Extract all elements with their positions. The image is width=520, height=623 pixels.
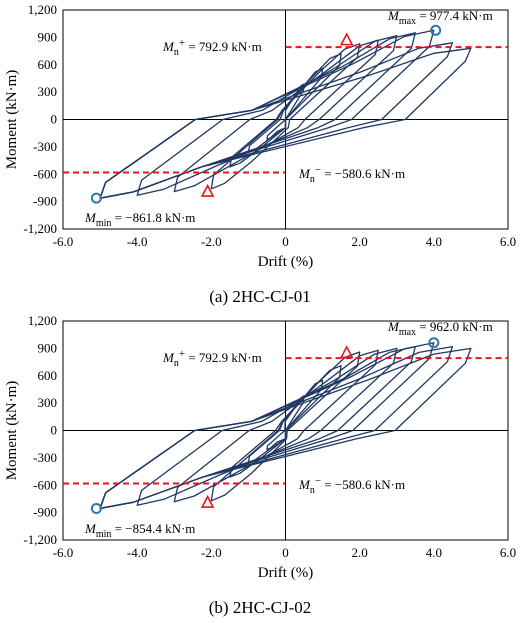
hysteresis-chart-b: -6.0 -4.0 -2.0 0 2.0 4.0 6.0 1,200 900 600 300 0 -30… — [4, 313, 516, 581]
yield-marker-positive — [339, 32, 354, 46]
hysteresis-loop — [210, 43, 361, 190]
max-moment-marker — [430, 24, 442, 36]
hysteresis-chart-a: -6.0 -4.0 -2.0 0 2.0 4.0 6.0 1,200 900 600 300 0 -30… — [4, 2, 516, 270]
mmax-label: Mmax = 962.0 kN·m — [387, 319, 493, 338]
y-tick-label: -900 — [33, 505, 57, 520]
hysteresis-loop — [136, 347, 398, 506]
hysteresis-loop — [210, 351, 361, 502]
x-tick-label: 4.0 — [426, 234, 442, 249]
mmax-label: Mmax = 977.4 kN·m — [387, 8, 493, 27]
hysteresis-loop — [136, 34, 398, 196]
x-tick-label: 0 — [282, 545, 289, 560]
mmin-label: Mmin = −861.8 kN·m — [84, 210, 195, 229]
mmin-label: Mmin = −854.4 kN·m — [84, 521, 195, 540]
max-moment-marker — [428, 337, 440, 349]
y-tick-label: 300 — [38, 84, 58, 99]
x-tick-label: -6.0 — [53, 234, 74, 249]
hysteresis-loop — [173, 39, 379, 193]
hysteresis-loop — [173, 349, 379, 503]
x-tick-label: -4.0 — [127, 545, 148, 560]
min-moment-marker — [90, 192, 102, 204]
x-tick-label: 4.0 — [426, 545, 442, 560]
chart-panel-a: -6.0 -4.0 -2.0 0 2.0 4.0 6.0 1,200 900 600 300 0 -30… — [0, 0, 520, 311]
x-tick-label: -2.0 — [201, 234, 222, 249]
mn-positive-label: Mn+ = 792.9 kN·m — [162, 348, 262, 369]
x-tick-label: -4.0 — [127, 234, 148, 249]
y-tick-label: 1,200 — [28, 313, 57, 328]
x-tick-label: 6.0 — [500, 234, 516, 249]
chart-caption-a: (a) 2HC-CJ-01 — [209, 287, 311, 306]
y-tick-label: -300 — [33, 450, 57, 465]
x-tick-label: 2.0 — [352, 234, 368, 249]
y-tick-label: 0 — [51, 423, 58, 438]
x-axis-label: Drift (%) — [258, 565, 313, 581]
y-axis-label: Moment (kN·m) — [4, 381, 20, 481]
x-tick-label: 6.0 — [500, 545, 516, 560]
mn-negative-label: Mn− = −580.6 kN·m — [298, 164, 405, 185]
y-axis-label: Moment (kN·m) — [4, 70, 20, 170]
y-tick-label: -600 — [33, 166, 57, 181]
x-tick-label: -2.0 — [201, 545, 222, 560]
y-tick-label: 900 — [38, 29, 58, 44]
chart-caption-b: (b) 2HC-CJ-02 — [208, 598, 312, 617]
y-tick-label: -600 — [33, 477, 57, 492]
y-tick-label: 600 — [38, 57, 58, 72]
y-tick-label: -300 — [33, 139, 57, 154]
hysteresis-loop — [229, 53, 342, 168]
yield-marker-negative — [200, 494, 215, 508]
x-tick-label: 2.0 — [352, 545, 368, 560]
mn-negative-label: Mn− = −580.6 kN·m — [298, 475, 405, 496]
y-tick-label: 1,200 — [28, 2, 57, 17]
chart-panel-b: -6.0 -4.0 -2.0 0 2.0 4.0 6.0 1,200 900 600 300 0 -30… — [0, 311, 520, 622]
x-tick-label: -6.0 — [53, 545, 74, 560]
yield-marker-positive — [339, 345, 354, 359]
y-tick-label: 300 — [38, 395, 58, 410]
x-axis-label: Drift (%) — [258, 254, 313, 270]
y-tick-label: -1,200 — [23, 221, 57, 236]
y-tick-label: 0 — [51, 112, 58, 127]
y-tick-label: 900 — [38, 340, 58, 355]
x-tick-label: 0 — [282, 234, 289, 249]
min-moment-marker — [90, 502, 102, 514]
y-tick-label: -1,200 — [23, 532, 57, 547]
mn-positive-label: Mn+ = 792.9 kN·m — [162, 37, 262, 58]
y-tick-label: -900 — [33, 194, 57, 209]
yield-marker-negative — [200, 183, 215, 197]
y-tick-label: 600 — [38, 368, 58, 383]
